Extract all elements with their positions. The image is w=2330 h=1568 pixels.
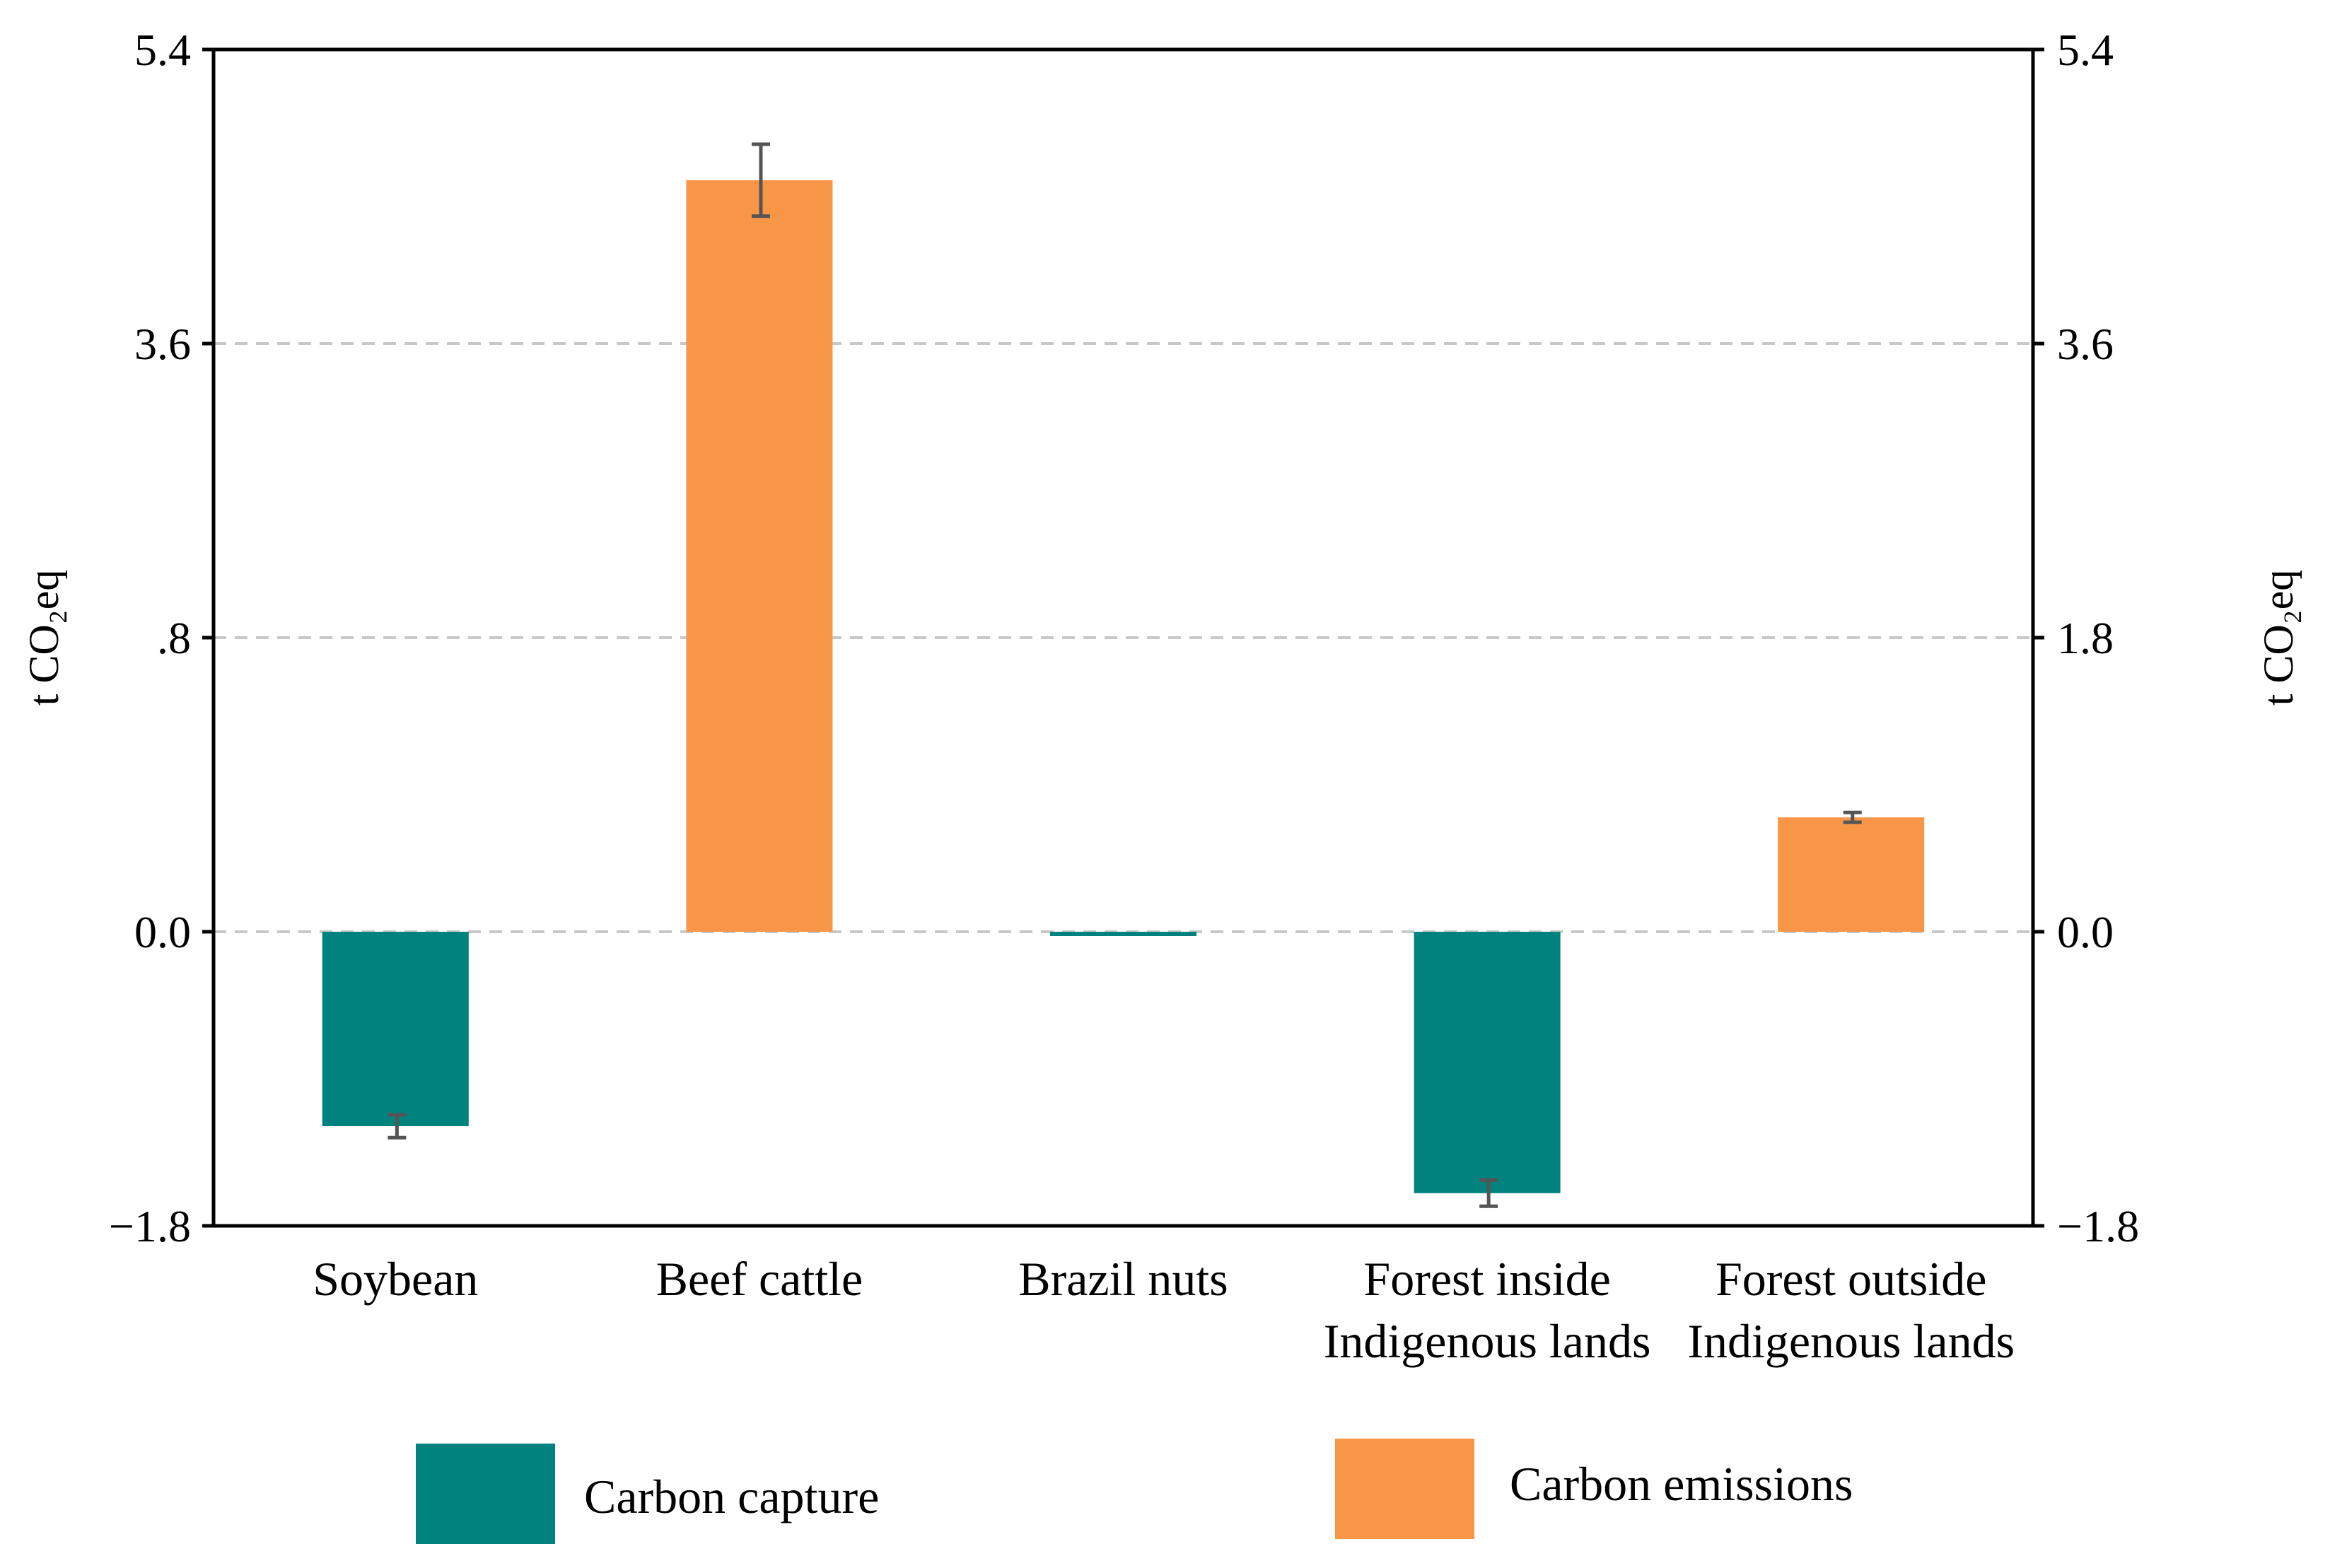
legend-swatch-carbon-capture (416, 1444, 555, 1544)
y-tick-label-left: 3.6 (134, 319, 191, 369)
y-axis-title-left: t CO₂eq (21, 570, 67, 706)
legend: Carbon capture Carbon emissions (416, 1439, 1853, 1544)
bar-2 (686, 180, 833, 932)
plot-frame (211, 47, 2035, 1228)
x-category-label-3: Brazil nuts (1018, 1252, 1228, 1306)
legend-label-carbon-capture: Carbon capture (584, 1470, 879, 1523)
x-category-label-2: Beef cattle (656, 1252, 863, 1306)
error-bar-1 (388, 1113, 407, 1140)
x-category-label-5: Forest outside Indigenous lands (1687, 1252, 2015, 1368)
x-category-label-1: Soybean (313, 1252, 478, 1306)
bar-5 (1778, 817, 1925, 932)
y-tick-label-left: 0.0 (134, 907, 191, 957)
bar-1 (322, 932, 469, 1127)
x-category-label-4: Forest inside Indigenous lands (1324, 1252, 1651, 1368)
y-tick-label-right: 1.8 (2057, 613, 2114, 663)
y-axis-title-right: t CO₂eq (2255, 570, 2302, 706)
bars (322, 180, 1925, 1193)
error-bar-2 (751, 142, 770, 218)
error-bar-4 (1479, 1178, 1498, 1208)
legend-swatch-carbon-emissions (1335, 1439, 1474, 1539)
legend-label-carbon-emissions: Carbon emissions (1510, 1457, 1853, 1511)
category-labels: Soybean Beef cattle Brazil nuts Forest insi… (313, 1252, 2015, 1368)
bar-4 (1414, 932, 1561, 1193)
axis-ticks: 5.4 5.4 3.6 3.6 .8 1.8 0.0 0.0 −1.8 −1.8 (109, 25, 2139, 1251)
y-tick-label-right: 3.6 (2057, 319, 2114, 369)
y-tick-label-right: −1.8 (2057, 1201, 2139, 1251)
error-bars (388, 142, 1862, 1208)
y-tick-label-left: 5.4 (134, 25, 191, 75)
error-bar-5 (1843, 810, 1862, 824)
bar-3 (1050, 932, 1196, 936)
y-tick-label-right: 0.0 (2057, 907, 2114, 957)
y-tick-label-left: .8 (157, 613, 191, 663)
y-tick-label-right: 5.4 (2057, 25, 2114, 75)
grid-lines (214, 342, 2033, 933)
y-tick-label-left: −1.8 (109, 1201, 191, 1251)
